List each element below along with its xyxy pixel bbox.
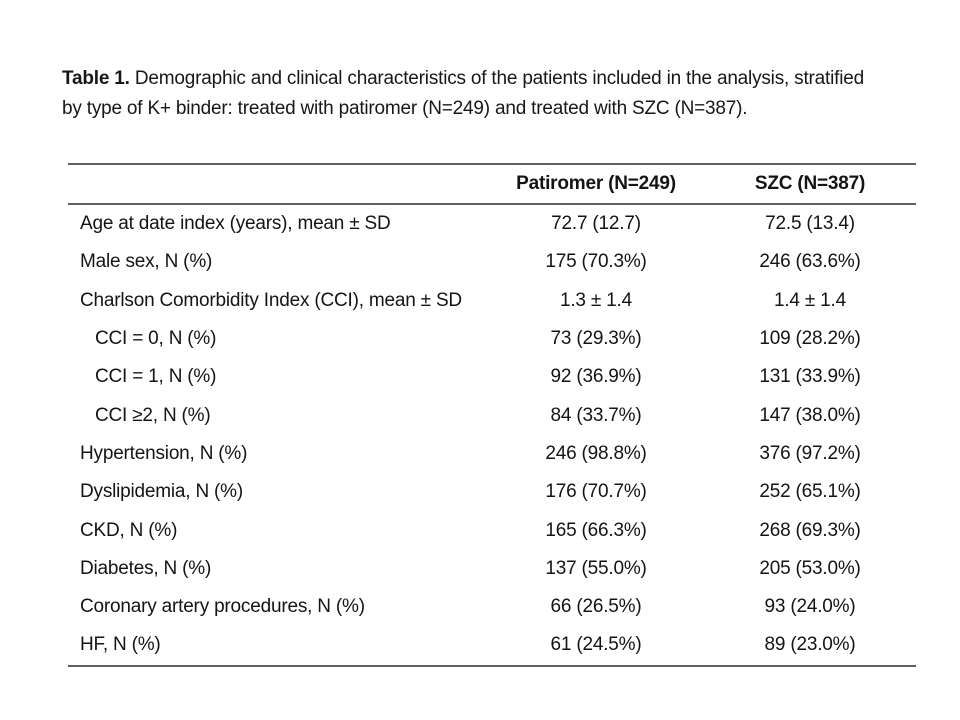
row-label: Hypertension, N (%): [80, 442, 248, 464]
table-header-row: Patiromer (N=249) SZC (N=387): [68, 163, 916, 205]
row-label: Charlson Comorbidity Index (CCI), mean ±…: [80, 289, 462, 311]
header-szc: SZC (N=387): [754, 173, 866, 194]
szc-value: 147 (38.0%): [759, 404, 861, 426]
caption-table-number: Table 1.: [62, 68, 130, 89]
table-row: CKD, N (%) 165 (66.3%) 268 (69.3%): [68, 511, 916, 549]
row-label: Male sex, N (%): [80, 251, 213, 273]
table-row: Coronary artery procedures, N (%) 66 (26…: [68, 588, 916, 626]
szc-value: 1.4 ± 1.4: [773, 289, 846, 311]
patiromer-value: 137 (55.0%): [545, 557, 647, 579]
row-label: CCI ≥2, N (%): [95, 404, 211, 426]
szc-value: 109 (28.2%): [759, 328, 861, 350]
patiromer-value: 61 (24.5%): [550, 634, 642, 656]
row-label: Coronary artery procedures, N (%): [80, 596, 365, 618]
table-row: CCI = 1, N (%) 92 (36.9%) 131 (33.9%): [68, 358, 916, 396]
demographics-table: Patiromer (N=249) SZC (N=387) Age at dat…: [68, 163, 916, 667]
caption-text-1: Demographic and clinical characteristics…: [134, 68, 864, 89]
szc-value: 131 (33.9%): [759, 366, 861, 388]
table-row: CCI = 0, N (%) 73 (29.3%) 109 (28.2%): [68, 320, 916, 358]
patiromer-value: 176 (70.7%): [545, 481, 647, 503]
szc-value: 268 (69.3%): [759, 519, 861, 541]
table-row: Male sex, N (%) 175 (70.3%) 246 (63.6%): [68, 243, 916, 281]
szc-value: 376 (97.2%): [759, 442, 861, 464]
patiromer-value: 92 (36.9%): [550, 366, 642, 388]
row-label: Dyslipidemia, N (%): [80, 481, 244, 503]
table-row: Hypertension, N (%) 246 (98.8%) 376 (97.…: [68, 435, 916, 473]
szc-value: 72.5 (13.4): [765, 213, 855, 235]
szc-value: 89 (23.0%): [764, 634, 856, 656]
table-row: Dyslipidemia, N (%) 176 (70.7%) 252 (65.…: [68, 473, 916, 511]
patiromer-value: 73 (29.3%): [550, 328, 642, 350]
szc-value: 252 (65.1%): [759, 481, 861, 503]
patiromer-value: 84 (33.7%): [550, 404, 642, 426]
row-label: Age at date index (years), mean ± SD: [80, 213, 391, 235]
patiromer-value: 175 (70.3%): [545, 251, 647, 273]
szc-value: 93 (24.0%): [764, 596, 856, 618]
table-row: CCI ≥2, N (%) 84 (33.7%) 147 (38.0%): [68, 396, 916, 434]
szc-value: 205 (53.0%): [759, 557, 861, 579]
caption-line-2: by type of K+ binder: treated with patir…: [62, 98, 748, 119]
patiromer-value: 165 (66.3%): [545, 519, 647, 541]
row-label: CCI = 1, N (%): [95, 366, 217, 388]
patiromer-value: 1.3 ± 1.4: [559, 289, 632, 311]
table-row: HF, N (%) 61 (24.5%) 89 (23.0%): [68, 626, 916, 664]
header-patiromer: Patiromer (N=249): [516, 173, 676, 194]
table-row: Charlson Comorbidity Index (CCI), mean ±…: [68, 282, 916, 320]
table-caption: Table 1. Demographic and clinical charac…: [62, 64, 938, 124]
patiromer-value: 66 (26.5%): [550, 596, 642, 618]
table-row: Age at date index (years), mean ± SD 72.…: [68, 205, 916, 243]
table-row: Diabetes, N (%) 137 (55.0%) 205 (53.0%): [68, 550, 916, 588]
caption-line-1: Table 1. Demographic and clinical charac…: [62, 64, 938, 94]
row-label: Diabetes, N (%): [80, 557, 212, 579]
row-label: CKD, N (%): [80, 519, 178, 541]
patiromer-value: 246 (98.8%): [545, 442, 647, 464]
row-label: CCI = 0, N (%): [95, 328, 217, 350]
patiromer-value: 72.7 (12.7): [551, 213, 641, 235]
row-label: HF, N (%): [80, 634, 161, 656]
szc-value: 246 (63.6%): [759, 251, 861, 273]
